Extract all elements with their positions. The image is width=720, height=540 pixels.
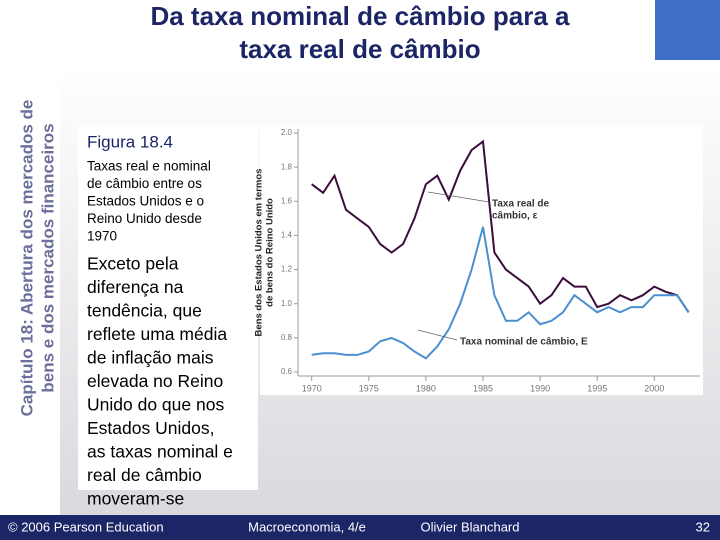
x-tick-label: 1990: [530, 383, 550, 393]
chart-area: [260, 125, 703, 395]
body-text: de inflação mais: [87, 348, 214, 368]
slide-title: Da taxa nominal de câmbio para a: [150, 1, 570, 31]
body-text: moveram-se: [87, 489, 184, 509]
footer-bar: [0, 515, 720, 540]
slide-title: taxa real de câmbio: [239, 34, 480, 64]
y-tick-label: 2.0: [281, 128, 293, 137]
y-axis-label: de bens do Reino Unido: [265, 198, 276, 307]
annotation-leader: [427, 191, 490, 203]
annotation-leader: [417, 329, 458, 341]
body-text: Exceto pela: [87, 254, 179, 274]
body-text: reflete uma média: [87, 324, 227, 344]
series-annotation: câmbio, ε: [492, 211, 538, 222]
caption: Taxas real e nominal: [87, 159, 211, 174]
x-tick-label: 2000: [644, 383, 664, 393]
body-text: real de câmbio: [87, 465, 202, 485]
footer-text: Olivier Blanchard: [421, 519, 520, 534]
series-annotation: Taxa real de: [492, 199, 550, 210]
sidebar-text: Capítulo 18: Abertura dos mercados de: [17, 100, 36, 417]
y-axis-label: Bens dos Estados Unidos em termos: [254, 169, 265, 337]
y-tick-label: 1.8: [281, 162, 293, 171]
text-box: [78, 125, 258, 490]
body-text: Unido do que nos: [87, 395, 224, 415]
y-tick-label: 1.6: [281, 196, 293, 205]
caption: Estados Unidos e o: [87, 194, 204, 209]
x-tick-label: 1985: [473, 383, 493, 393]
caption: 1970: [87, 229, 117, 244]
corner-icon: [655, 0, 720, 60]
y-tick-label: 1.0: [281, 299, 293, 308]
body-text: tendência, que: [87, 301, 202, 321]
footer-text: © 2006 Pearson Education: [8, 519, 164, 534]
sidebar: Capítulo 18: Abertura dos mercados de ben…: [17, 100, 57, 417]
series-line: [311, 226, 690, 360]
series-annotation: Taxa nominal de câmbio, E: [460, 337, 588, 348]
series-line: [311, 139, 690, 313]
footer-text: Macroeconomia, 4/e: [248, 519, 366, 534]
x-tick-label: 1970: [302, 383, 322, 393]
figure-label: Figura 18.4: [87, 132, 173, 151]
body-text: as taxas nominal e: [87, 442, 233, 462]
sidebar-text: bens e dos mercados financeiros: [38, 123, 57, 392]
x-tick-label: 1995: [587, 383, 607, 393]
body-text: elevada no Reino: [87, 371, 223, 391]
x-tick-label: 1980: [416, 383, 436, 393]
y-tick-label: 0.8: [281, 333, 293, 342]
caption: Reino Unido desde: [87, 211, 202, 226]
y-tick-label: 1.4: [281, 231, 293, 240]
footer-text: 32: [696, 519, 710, 534]
body-text: diferença na: [87, 277, 184, 297]
caption: de câmbio entre os: [87, 176, 202, 191]
x-tick-label: 1975: [359, 383, 379, 393]
body-text: Estados Unidos,: [87, 418, 214, 438]
y-tick-label: 1.2: [281, 265, 293, 274]
y-tick-label: 0.6: [281, 367, 293, 376]
